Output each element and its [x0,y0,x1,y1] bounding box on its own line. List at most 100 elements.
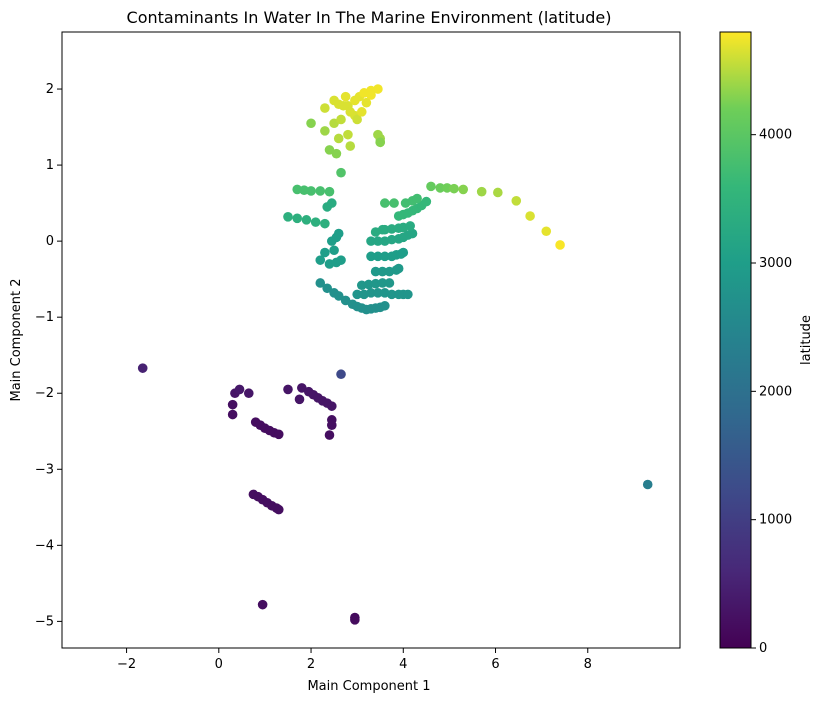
data-point [377,278,388,288]
data-points [137,84,653,625]
data-point [476,186,487,197]
data-point [373,84,383,94]
data-point [324,186,335,197]
data-point [363,279,374,290]
data-point [435,183,445,193]
data-point [386,289,397,300]
y-tick-label: 2 [46,82,54,97]
y-axis-ticks: −5 −4 −3 −2 −1 0 1 2 [35,82,62,629]
data-point [361,97,372,108]
data-point [384,278,395,288]
x-tick-label: 4 [399,657,407,672]
data-point [352,114,362,125]
colorbar-label: latitude [799,315,814,365]
data-point [292,184,303,195]
data-point [366,251,376,262]
data-point [525,211,535,221]
data-point [350,615,360,625]
plot-area [62,32,680,648]
data-point [366,236,376,246]
data-point [333,228,344,239]
colorbar-tick-label: 0 [759,641,767,656]
data-point [377,266,388,277]
data-point [283,212,293,222]
data-point [336,255,346,265]
data-point [310,217,321,227]
data-point [389,198,399,208]
y-axis-label: Main Component 2 [9,278,24,401]
data-point [393,263,404,274]
data-point [373,129,383,140]
data-point [301,215,312,225]
data-point [315,255,326,265]
x-axis-ticks: −2 0 2 4 6 8 [117,648,592,672]
data-point [340,91,351,102]
data-point [326,420,337,430]
y-tick-label: −3 [35,462,54,477]
data-point [345,141,356,151]
data-point [458,184,469,195]
data-point [398,247,409,258]
data-point [333,291,344,301]
data-point [373,251,383,262]
data-point [227,399,238,410]
data-point [320,247,330,258]
y-tick-label: −5 [35,614,54,629]
y-tick-label: 0 [46,234,54,249]
data-point [326,401,337,411]
data-point [493,187,503,198]
data-point [407,228,418,239]
data-point [315,186,326,196]
chart-title: Contaminants In Water In The Marine Envi… [127,8,612,27]
data-point [320,126,330,136]
data-point [366,90,376,100]
data-point [320,103,330,113]
data-point [326,198,337,208]
data-point [555,240,565,250]
data-point [377,224,388,235]
data-point [380,300,390,311]
data-point [257,599,268,610]
data-point [343,129,353,140]
data-point [366,288,376,298]
y-tick-label: 1 [46,158,54,173]
data-point [227,409,238,420]
x-axis-label: Main Component 1 [307,679,430,694]
x-tick-label: 0 [215,657,223,672]
data-point [273,504,284,515]
x-tick-label: 6 [491,657,499,672]
data-point [336,114,346,125]
data-point [273,429,284,440]
y-tick-label: −2 [35,386,54,401]
colorbar-tick-label: 3000 [759,256,792,271]
data-point [405,221,416,231]
data-point [283,384,293,395]
x-tick-label: 2 [307,657,315,672]
x-tick-label: −2 [117,657,136,672]
data-point [373,288,383,298]
data-point [243,388,254,399]
data-point [306,118,316,129]
data-point [315,278,326,288]
data-point [322,283,332,294]
colorbar-tick-label: 4000 [759,128,792,143]
colorbar-tick-label: 1000 [759,513,792,528]
data-point [541,226,552,237]
data-point [412,193,422,204]
data-point [292,213,303,224]
data-point [336,167,346,178]
data-point [442,183,452,193]
data-point [331,148,342,159]
data-point [329,245,339,256]
data-point [299,185,309,195]
data-point [320,218,330,229]
data-point [373,236,383,246]
data-point [356,107,367,117]
data-point [375,137,386,148]
data-point [333,133,344,144]
data-point [356,280,367,291]
x-tick-label: 8 [584,657,592,672]
data-point [449,183,459,194]
data-point [324,430,335,440]
